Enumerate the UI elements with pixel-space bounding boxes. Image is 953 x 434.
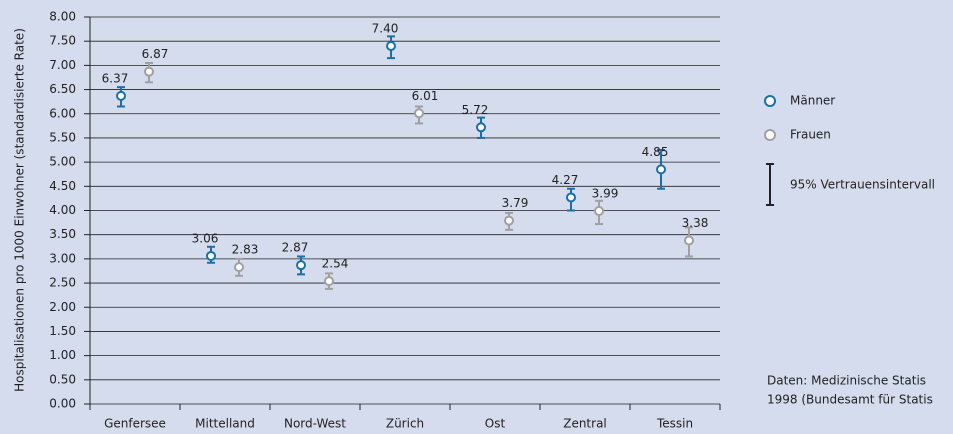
legend-marker (764, 129, 776, 141)
marker (116, 90, 126, 101)
y-tick-label: 1.00 (49, 348, 76, 362)
value-label: 4.85 (642, 145, 669, 159)
y-tick-label: 6.00 (49, 106, 76, 120)
marker (144, 66, 154, 77)
legend-label: Männer (790, 94, 835, 108)
y-tick-label: 3.00 (49, 251, 76, 265)
y-tick-label: 7.00 (49, 58, 76, 72)
y-tick-label: 5.50 (49, 130, 76, 144)
value-label: 2.87 (282, 241, 309, 255)
value-label: 6.87 (142, 47, 169, 61)
x-tick-label: Nord-West (284, 417, 346, 431)
marker (684, 235, 694, 246)
value-label: 2.83 (232, 243, 259, 257)
y-axis-title: Hospitalisationen pro 1000 Einwohner (st… (13, 28, 27, 392)
x-tick-label: Ost (485, 417, 506, 431)
value-label: 2.54 (322, 257, 349, 271)
y-tick-label: 1.50 (49, 324, 76, 338)
value-label: 3.99 (592, 186, 619, 200)
value-label: 3.79 (502, 196, 529, 210)
x-tick-label: Genfersee (104, 417, 166, 431)
marker (656, 164, 666, 175)
y-tick-label: 0.00 (49, 397, 76, 411)
marker (476, 122, 486, 133)
y-tick-label: 2.00 (49, 300, 76, 314)
marker (414, 108, 424, 119)
value-label: 3.38 (682, 216, 709, 230)
marker (206, 250, 216, 261)
x-tick-label: Zentral (563, 417, 607, 431)
y-tick-label: 6.50 (49, 82, 76, 96)
x-tick-label: Tessin (656, 417, 693, 431)
y-tick-label: 4.00 (49, 203, 76, 217)
marker (324, 276, 334, 287)
marker (594, 205, 604, 216)
marker (386, 41, 396, 52)
x-tick-label: Zürich (386, 417, 424, 431)
value-label: 7.40 (372, 22, 399, 36)
y-tick-label: 5.00 (49, 155, 76, 169)
y-tick-label: 0.50 (49, 372, 76, 386)
value-label: 4.27 (552, 173, 579, 187)
source-note: 1998 (Bundesamt für Statis (767, 393, 933, 407)
value-label: 6.37 (102, 71, 129, 85)
marker (234, 262, 244, 273)
y-tick-label: 7.50 (49, 34, 76, 48)
value-label: 3.06 (192, 231, 219, 245)
value-label: 5.72 (462, 103, 489, 117)
marker (504, 215, 514, 226)
y-tick-label: 8.00 (49, 10, 76, 24)
legend-marker (764, 95, 776, 107)
legend-label: Frauen (790, 128, 831, 142)
marker (566, 192, 576, 203)
y-tick-label: 4.50 (49, 179, 76, 193)
source-note: Daten: Medizinische Statis (767, 374, 926, 388)
legend-label: 95% Vertrauensintervall (790, 178, 935, 192)
x-tick-label: Mittelland (195, 417, 255, 431)
y-tick-label: 3.50 (49, 227, 76, 241)
value-label: 6.01 (412, 89, 439, 103)
y-tick-label: 2.50 (49, 276, 76, 290)
marker (296, 260, 306, 271)
